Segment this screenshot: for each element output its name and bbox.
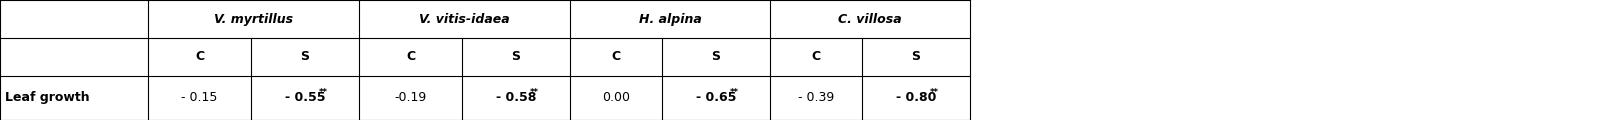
Text: S: S [712,51,720,63]
Text: **: ** [730,87,738,96]
Text: -0.19: -0.19 [394,91,426,105]
Text: C: C [612,51,620,63]
Text: C. villosa: C. villosa [838,12,901,26]
Text: V. vitis-idaea: V. vitis-idaea [420,12,510,26]
Text: S: S [300,51,310,63]
Text: - 0.39: - 0.39 [797,91,833,105]
Text: **: ** [930,87,938,96]
Text: - 0.15: - 0.15 [181,91,218,105]
Text: H. alpina: H. alpina [638,12,700,26]
Text: Leaf growth: Leaf growth [5,91,89,105]
Text: S: S [910,51,920,63]
Text: **: ** [529,87,539,96]
Text: S: S [512,51,520,63]
Text: C: C [810,51,820,63]
Text: 0.00: 0.00 [602,91,629,105]
Text: - 0.80: - 0.80 [896,91,936,105]
Text: C: C [195,51,203,63]
Text: - 0.58: - 0.58 [495,91,536,105]
Text: V. myrtillus: V. myrtillus [213,12,292,26]
Text: - 0.55: - 0.55 [284,91,324,105]
Text: C: C [405,51,415,63]
Text: **: ** [318,87,328,96]
Text: - 0.65: - 0.65 [696,91,736,105]
